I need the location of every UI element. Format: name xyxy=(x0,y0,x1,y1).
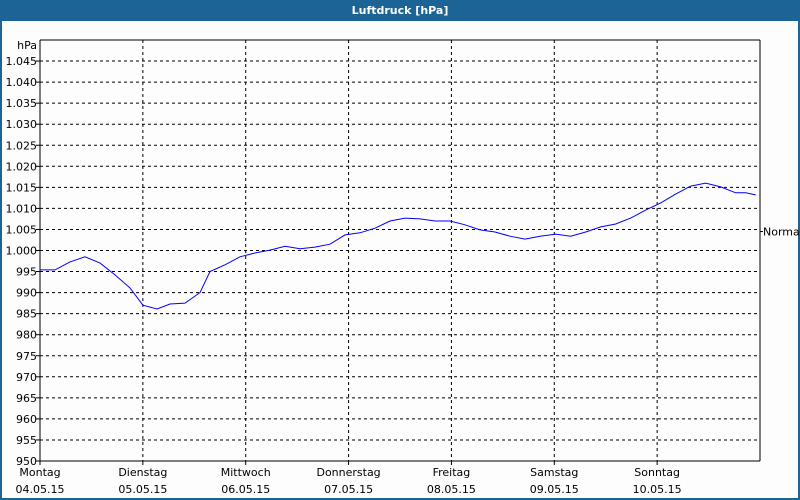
y-tick-label: 970 xyxy=(16,371,37,384)
x-tick-date: 06.05.15 xyxy=(221,483,270,496)
x-tick-day: Dienstag xyxy=(118,466,167,479)
x-tick-day: Donnerstag xyxy=(316,466,380,479)
y-tick-label: 1.045 xyxy=(6,55,38,68)
x-tick-day: Samstag xyxy=(530,466,578,479)
y-tick-label: 1.000 xyxy=(6,245,38,258)
y-tick-label: 975 xyxy=(16,350,37,363)
y-tick-label: 995 xyxy=(16,266,37,279)
y-tick-label: 1.020 xyxy=(6,160,38,173)
y-tick-label: 985 xyxy=(16,308,37,321)
window-title: Luftdruck [hPa] xyxy=(351,4,449,17)
y-tick-label: 1.010 xyxy=(6,202,38,215)
y-tick-label: 965 xyxy=(16,392,37,405)
y-tick-label: 955 xyxy=(16,434,37,447)
pressure-line xyxy=(40,182,756,310)
y-tick-label: 980 xyxy=(16,329,37,342)
x-tick-date: 07.05.15 xyxy=(324,483,373,496)
x-tick-date: 05.05.15 xyxy=(118,483,167,496)
x-tick-date: 04.05.15 xyxy=(16,483,65,496)
x-tick-date: 08.05.15 xyxy=(427,483,476,496)
x-tick-day: Montag xyxy=(19,466,60,479)
y-tick-label: 990 xyxy=(16,287,37,300)
y-tick-label: 1.030 xyxy=(6,118,38,131)
y-tick-label: 960 xyxy=(16,413,37,426)
y-tick-label: 1.035 xyxy=(6,97,38,110)
y-tick-label: 950 xyxy=(16,455,37,468)
y-tick-label: 1.025 xyxy=(6,139,38,152)
y-tick-label: 1.005 xyxy=(6,223,38,236)
x-tick-date: 09.05.15 xyxy=(530,483,579,496)
y-tick-label: 1.015 xyxy=(6,181,38,194)
x-tick-day: Mittwoch xyxy=(221,466,271,479)
y-axis-label: hPa xyxy=(17,39,37,52)
normal-label: Normal xyxy=(763,226,800,239)
x-tick-day: Sonntag xyxy=(634,466,680,479)
x-tick-date: 10.05.15 xyxy=(633,483,682,496)
y-tick-label: 1.040 xyxy=(6,76,38,89)
x-tick-day: Freitag xyxy=(433,466,471,479)
